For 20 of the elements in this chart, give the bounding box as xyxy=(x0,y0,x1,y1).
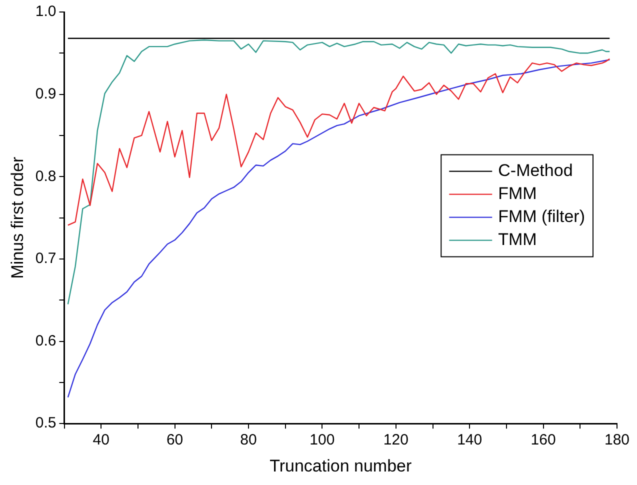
x-tick-label: 140 xyxy=(457,432,482,449)
y-tick-label: 1.0 xyxy=(35,3,56,20)
x-tick-label: 80 xyxy=(240,432,257,449)
x-tick-label: 100 xyxy=(310,432,335,449)
legend-label: C-Method xyxy=(498,160,573,180)
x-tick-label: 40 xyxy=(92,432,110,449)
x-tick-label: 180 xyxy=(604,432,630,449)
legend-label: TMM xyxy=(498,230,537,249)
legend-label: FMM (filter) xyxy=(498,206,586,226)
x-tick-label: 160 xyxy=(530,432,556,449)
y-tick-label: 0.6 xyxy=(35,332,56,350)
y-tick-label: 0.8 xyxy=(35,168,56,185)
y-tick-label: 0.9 xyxy=(35,85,56,102)
x-axis-title: Truncation number xyxy=(270,456,412,476)
y-tick-label: 0.5 xyxy=(35,414,56,432)
y-axis-title: Minus first order xyxy=(8,156,27,279)
x-tick-label: 60 xyxy=(166,432,184,449)
x-tick-label: 120 xyxy=(383,432,408,449)
y-tick-label: 0.7 xyxy=(35,250,56,268)
legend-label: FMM xyxy=(498,184,537,203)
